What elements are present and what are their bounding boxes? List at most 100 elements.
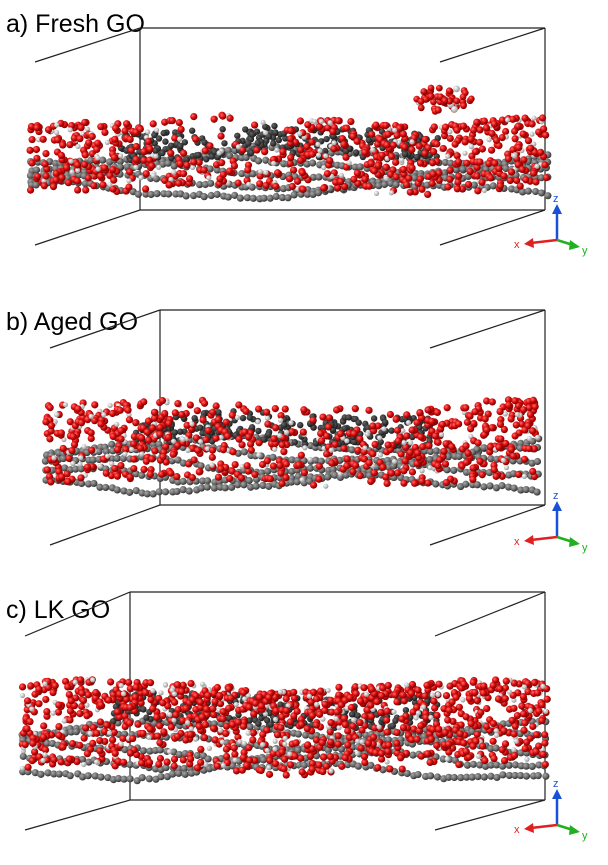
oxygen-atom: [149, 705, 157, 713]
hydrogen-atom: [277, 689, 284, 695]
oxygen-atom: [131, 693, 139, 701]
oxygen-atom: [300, 406, 308, 414]
carbon-atom: [171, 429, 179, 436]
oxygen-atom: [367, 159, 375, 168]
hydrogen-atom: [338, 172, 344, 178]
carbon-atom: [164, 190, 173, 198]
oxygen-atom: [223, 432, 232, 440]
carbon-atom: [498, 762, 507, 770]
carbon-atom: [315, 173, 323, 181]
carbon-atom: [345, 414, 353, 421]
oxygen-atom: [280, 755, 289, 763]
oxygen-atom: [239, 688, 248, 697]
oxygen-atom: [520, 726, 528, 734]
oxygen-atom: [496, 685, 504, 693]
hydrogen-atom: [145, 129, 151, 135]
oxygen-atom: [120, 758, 128, 766]
oxygen-atom: [335, 691, 343, 699]
carbon-atom: [155, 135, 163, 142]
hydrogen-atom: [327, 120, 333, 126]
hydrogen-atom: [106, 730, 113, 736]
oxygen-atom: [505, 401, 513, 409]
oxygen-atom: [367, 477, 375, 486]
box-edge: [434, 591, 546, 637]
hydrogen-atom: [383, 175, 389, 181]
oxygen-atom: [476, 158, 484, 166]
oxygen-atom: [498, 116, 507, 124]
oxygen-atom: [354, 446, 362, 454]
oxygen-atom: [188, 473, 197, 482]
carbon-atom: [522, 762, 530, 770]
oxygen-atom: [70, 134, 78, 142]
oxygen-atom: [234, 179, 242, 187]
hydrogen-atom: [400, 428, 406, 434]
carbon-atom: [533, 488, 541, 496]
oxygen-atom: [186, 730, 195, 739]
oxygen-atom: [356, 718, 364, 727]
oxygen-atom: [200, 399, 209, 407]
carbon-atom: [288, 456, 296, 464]
oxygen-atom: [347, 117, 355, 126]
axis-label: y: [582, 830, 588, 842]
carbon-atom: [185, 487, 193, 495]
oxygen-atom: [45, 472, 54, 481]
oxygen-atom: [429, 159, 437, 167]
carbon-atom: [253, 128, 261, 135]
carbon-atom: [303, 190, 312, 198]
hydrogen-atom: [333, 716, 339, 722]
oxygen-atom: [307, 698, 315, 706]
carbon-atom: [441, 158, 449, 167]
oxygen-atom: [57, 429, 65, 437]
oxygen-atom: [498, 133, 506, 142]
oxygen-atom: [343, 455, 351, 463]
oxygen-atom: [489, 719, 498, 728]
carbon-atom: [55, 770, 63, 778]
oxygen-atom: [229, 720, 237, 729]
oxygen-atom: [445, 740, 453, 748]
hydrogen-atom: [87, 730, 93, 736]
hydrogen-atom: [370, 147, 376, 153]
carbon-atom: [90, 479, 98, 488]
oxygen-atom: [183, 161, 191, 169]
hydrogen-atom: [384, 759, 390, 765]
oxygen-atom: [77, 676, 85, 684]
oxygen-atom: [290, 694, 299, 702]
oxygen-atom: [538, 717, 546, 725]
oxygen-atom: [175, 118, 183, 127]
hydrogen-atom: [209, 462, 215, 468]
oxygen-atom: [109, 432, 117, 441]
carbon-atom: [480, 773, 488, 781]
oxygen-atom: [435, 725, 443, 733]
oxygen-atom: [434, 462, 442, 470]
carbon-atom: [455, 452, 463, 461]
carbon-atom: [499, 771, 507, 779]
carbon-atom: [389, 462, 398, 470]
carbon-atom: [153, 189, 161, 198]
carbon-atom: [354, 712, 362, 719]
oxygen-atom: [402, 443, 410, 451]
carbon-atom: [143, 714, 150, 721]
carbon-atom: [270, 140, 277, 147]
oxygen-atom: [462, 747, 470, 756]
hydrogen-atom: [323, 483, 329, 489]
oxygen-atom: [235, 401, 243, 409]
hydrogen-atom: [237, 739, 243, 745]
carbon-atom: [489, 182, 497, 190]
carbon-atom: [312, 456, 320, 464]
oxygen-atom: [315, 462, 323, 470]
hydrogen-atom: [502, 411, 508, 417]
oxygen-atom: [90, 182, 98, 190]
carbon-atom: [459, 165, 467, 173]
oxygen-atom: [125, 183, 133, 191]
hydrogen-atom: [325, 687, 331, 694]
carbon-atom: [433, 773, 442, 781]
oxygen-atom: [388, 152, 396, 161]
oxygen-atom: [225, 685, 233, 693]
oxygen-atom: [347, 703, 356, 712]
oxygen-atom: [282, 771, 290, 779]
oxygen-atom: [273, 169, 282, 177]
oxygen-atom: [81, 151, 89, 159]
oxygen-atom: [371, 440, 379, 448]
oxygen-atom: [219, 446, 227, 454]
oxygen-atom: [210, 689, 218, 697]
